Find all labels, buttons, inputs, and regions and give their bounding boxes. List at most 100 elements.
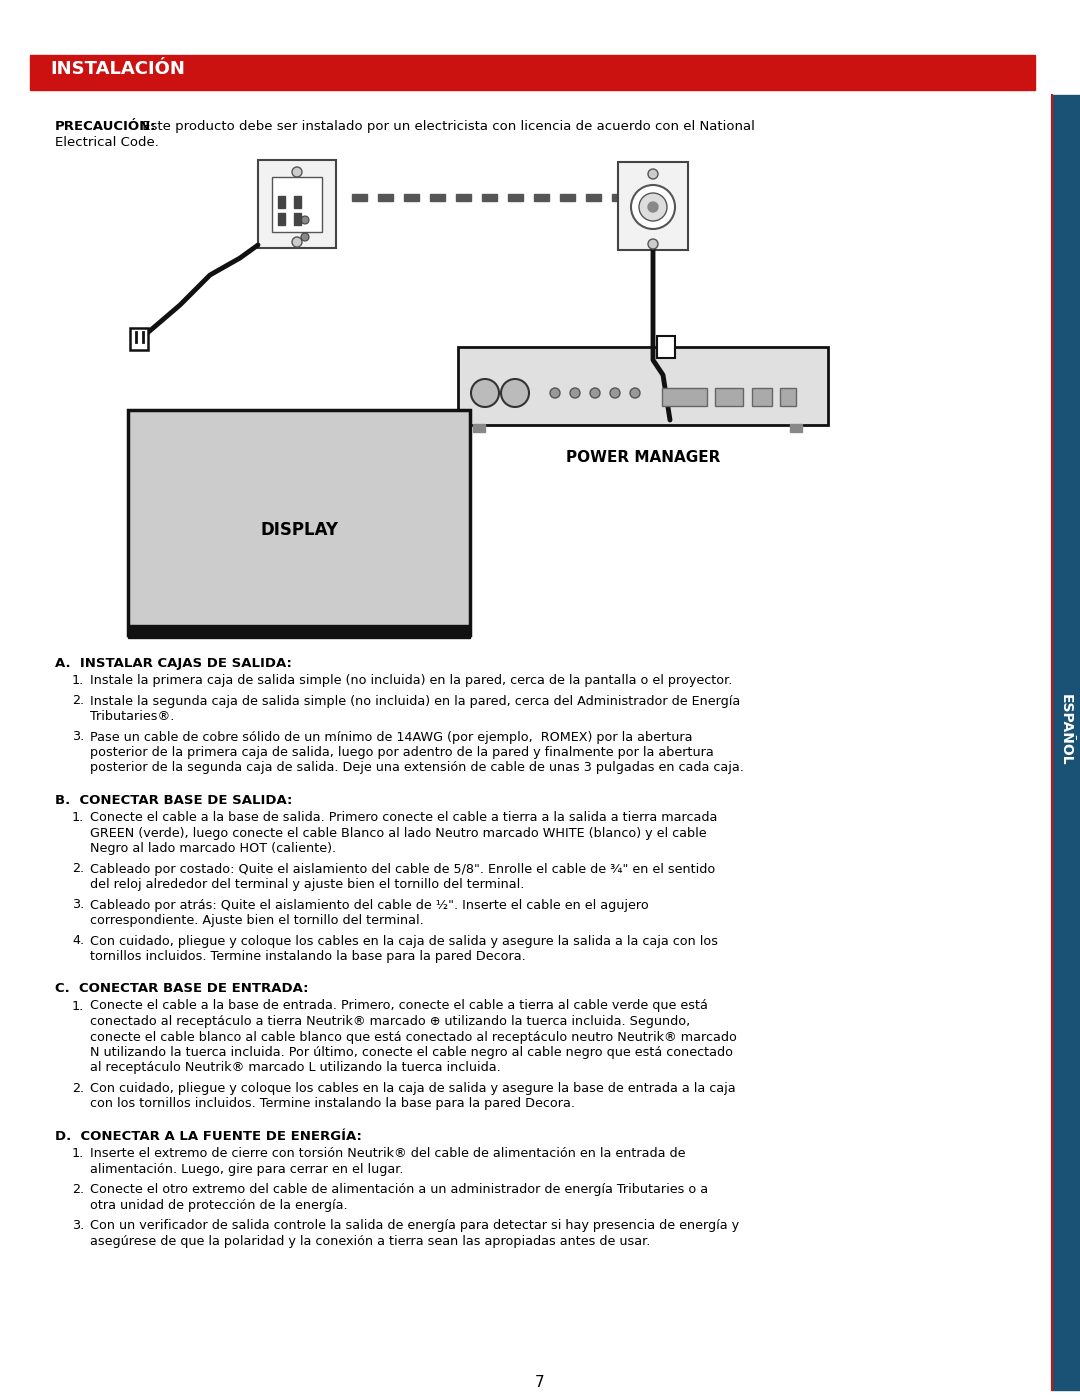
Text: A.  INSTALAR CAJAS DE SALIDA:: A. INSTALAR CAJAS DE SALIDA: bbox=[55, 657, 292, 671]
Bar bbox=[612, 194, 627, 201]
Text: Electrical Code.: Electrical Code. bbox=[55, 136, 159, 149]
Bar bbox=[130, 328, 148, 351]
Bar bbox=[278, 196, 285, 208]
Bar bbox=[129, 409, 470, 636]
Circle shape bbox=[590, 388, 600, 398]
Text: con los tornillos incluidos. Termine instalando la base para la pared Decora.: con los tornillos incluidos. Termine ins… bbox=[90, 1098, 575, 1111]
Bar bbox=[272, 177, 322, 232]
Text: Negro al lado marcado HOT (caliente).: Negro al lado marcado HOT (caliente). bbox=[90, 842, 336, 855]
Circle shape bbox=[501, 379, 529, 407]
Bar bbox=[561, 194, 575, 201]
Text: C.  CONECTAR BASE DE ENTRADA:: C. CONECTAR BASE DE ENTRADA: bbox=[55, 982, 309, 996]
Bar bbox=[129, 624, 470, 638]
Text: tornillos incluidos. Termine instalando la base para la pared Decora.: tornillos incluidos. Termine instalando … bbox=[90, 950, 526, 963]
Bar bbox=[404, 194, 419, 201]
Text: D.  CONECTAR A LA FUENTE DE ENERGÍA:: D. CONECTAR A LA FUENTE DE ENERGÍA: bbox=[55, 1130, 362, 1143]
Text: ESPAÑOL: ESPAÑOL bbox=[1059, 694, 1074, 766]
Text: Con cuidado, pliegue y coloque los cables en la caja de salida y asegure la base: Con cuidado, pliegue y coloque los cable… bbox=[90, 1083, 735, 1095]
Text: 3.: 3. bbox=[72, 898, 84, 911]
Text: Cableado por costado: Quite el aislamiento del cable de 5/8". Enrolle el cable d: Cableado por costado: Quite el aislamien… bbox=[90, 862, 715, 876]
Bar bbox=[586, 194, 600, 201]
Bar bbox=[30, 54, 1035, 89]
Text: 2.: 2. bbox=[72, 862, 84, 876]
Circle shape bbox=[648, 239, 658, 249]
Circle shape bbox=[301, 217, 309, 224]
Circle shape bbox=[631, 184, 675, 229]
Circle shape bbox=[292, 237, 302, 247]
Text: posterior de la primera caja de salida, luego por adentro de la pared y finalmen: posterior de la primera caja de salida, … bbox=[90, 746, 714, 759]
Text: 1.: 1. bbox=[72, 812, 84, 824]
Bar bbox=[430, 194, 445, 201]
Circle shape bbox=[610, 388, 620, 398]
Text: INSTALACIÓN: INSTALACIÓN bbox=[50, 60, 185, 78]
Text: posterior de la segunda caja de salida. Deje una extensión de cable de unas 3 pu: posterior de la segunda caja de salida. … bbox=[90, 761, 744, 774]
Text: asegúrese de que la polaridad y la conexión a tierra sean las apropiadas antes d: asegúrese de que la polaridad y la conex… bbox=[90, 1235, 650, 1248]
Bar bbox=[752, 388, 772, 407]
Bar bbox=[534, 194, 549, 201]
Text: Instale la primera caja de salida simple (no incluida) en la pared, cerca de la : Instale la primera caja de salida simple… bbox=[90, 673, 732, 687]
Circle shape bbox=[292, 168, 302, 177]
Text: N utilizando la tuerca incluida. Por último, conecte el cable negro al cable neg: N utilizando la tuerca incluida. Por últ… bbox=[90, 1046, 733, 1059]
Text: del reloj alrededor del terminal y ajuste bien el tornillo del terminal.: del reloj alrededor del terminal y ajust… bbox=[90, 877, 525, 891]
Circle shape bbox=[550, 388, 561, 398]
Bar bbox=[618, 162, 688, 250]
Bar bbox=[258, 161, 336, 249]
Bar bbox=[789, 425, 802, 432]
Bar bbox=[458, 346, 828, 425]
Text: Conecte el cable a la base de entrada. Primero, conecte el cable a tierra al cab: Conecte el cable a la base de entrada. P… bbox=[90, 999, 707, 1013]
Circle shape bbox=[648, 203, 658, 212]
Text: DISPLAY: DISPLAY bbox=[260, 521, 338, 539]
Text: Conecte el cable a la base de salida. Primero conecte el cable a tierra a la sal: Conecte el cable a la base de salida. Pr… bbox=[90, 812, 717, 824]
Text: PRECAUCIÓN:: PRECAUCIÓN: bbox=[55, 120, 157, 133]
Text: B.  CONECTAR BASE DE SALIDA:: B. CONECTAR BASE DE SALIDA: bbox=[55, 793, 293, 807]
Bar bbox=[352, 194, 367, 201]
Text: correspondiente. Ajuste bien el tornillo del terminal.: correspondiente. Ajuste bien el tornillo… bbox=[90, 914, 423, 928]
Text: 7: 7 bbox=[536, 1375, 544, 1390]
Text: al receptáculo Neutrik® marcado L utilizando la tuerca incluida.: al receptáculo Neutrik® marcado L utiliz… bbox=[90, 1062, 501, 1074]
Bar bbox=[638, 194, 653, 201]
Bar bbox=[378, 194, 393, 201]
Text: 1.: 1. bbox=[72, 999, 84, 1013]
Text: 3.: 3. bbox=[72, 731, 84, 743]
Bar bbox=[780, 388, 796, 407]
Text: Inserte el extremo de cierre con torsión Neutrik® del cable de alimentación en l: Inserte el extremo de cierre con torsión… bbox=[90, 1147, 686, 1160]
Circle shape bbox=[648, 169, 658, 179]
Text: Pase un cable de cobre sólido de un mínimo de 14AWG (por ejemplo,  ROMEX) por la: Pase un cable de cobre sólido de un míni… bbox=[90, 731, 692, 743]
Bar bbox=[657, 337, 675, 358]
Text: Cableado por atrás: Quite el aislamiento del cable de ½". Inserte el cable en el: Cableado por atrás: Quite el aislamiento… bbox=[90, 898, 649, 911]
Text: alimentación. Luego, gire para cerrar en el lugar.: alimentación. Luego, gire para cerrar en… bbox=[90, 1162, 404, 1175]
Text: Tributaries®.: Tributaries®. bbox=[90, 710, 174, 724]
Circle shape bbox=[301, 233, 309, 242]
Text: 4.: 4. bbox=[72, 935, 84, 947]
Circle shape bbox=[639, 193, 667, 221]
Text: conecte el cable blanco al cable blanco que está conectado al receptáculo neutro: conecte el cable blanco al cable blanco … bbox=[90, 1031, 737, 1044]
Text: 1.: 1. bbox=[72, 673, 84, 687]
Bar bbox=[715, 388, 743, 407]
Text: 3.: 3. bbox=[72, 1220, 84, 1232]
Circle shape bbox=[570, 388, 580, 398]
Bar bbox=[482, 194, 497, 201]
Text: 2.: 2. bbox=[72, 1083, 84, 1095]
Text: Con un verificador de salida controle la salida de energía para detectar si hay : Con un verificador de salida controle la… bbox=[90, 1220, 739, 1232]
Text: Este producto debe ser instalado por un electricista con licencia de acuerdo con: Este producto debe ser instalado por un … bbox=[138, 120, 755, 133]
Text: 2.: 2. bbox=[72, 1183, 84, 1196]
Text: Conecte el otro extremo del cable de alimentación a un administrador de energía : Conecte el otro extremo del cable de ali… bbox=[90, 1183, 708, 1196]
Text: 2.: 2. bbox=[72, 694, 84, 707]
Text: POWER MANAGER: POWER MANAGER bbox=[566, 450, 720, 465]
Text: GREEN (verde), luego conecte el cable Blanco al lado Neutro marcado WHITE (blanc: GREEN (verde), luego conecte el cable Bl… bbox=[90, 827, 706, 840]
Bar bbox=[278, 212, 285, 225]
Bar bbox=[294, 196, 301, 208]
Text: Instale la segunda caja de salida simple (no incluida) en la pared, cerca del Ad: Instale la segunda caja de salida simple… bbox=[90, 694, 740, 707]
Bar bbox=[508, 194, 523, 201]
Text: Con cuidado, pliegue y coloque los cables en la caja de salida y asegure la sali: Con cuidado, pliegue y coloque los cable… bbox=[90, 935, 718, 947]
Bar bbox=[473, 425, 485, 432]
Circle shape bbox=[630, 388, 640, 398]
Bar bbox=[662, 388, 707, 407]
Text: otra unidad de protección de la energía.: otra unidad de protección de la energía. bbox=[90, 1199, 348, 1211]
Bar bbox=[1052, 95, 1080, 1390]
Text: conectado al receptáculo a tierra Neutrik® marcado ⊕ utilizando la tuerca inclui: conectado al receptáculo a tierra Neutri… bbox=[90, 1016, 690, 1028]
Bar bbox=[456, 194, 471, 201]
Text: 1.: 1. bbox=[72, 1147, 84, 1160]
Circle shape bbox=[471, 379, 499, 407]
Bar bbox=[664, 194, 679, 201]
